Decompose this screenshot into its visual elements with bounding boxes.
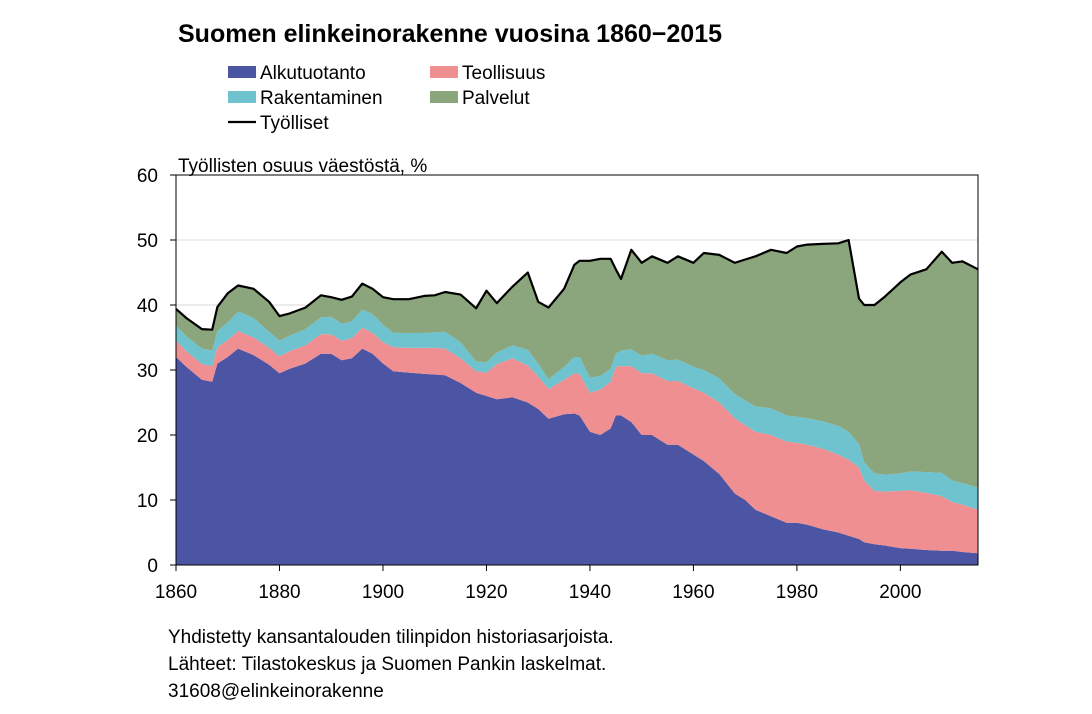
x-tick-label: 1880 [258, 582, 300, 603]
line-series-tyolliset [175, 238, 979, 331]
x-tick-label: 1980 [776, 582, 818, 603]
x-tick-label: 1960 [672, 582, 714, 603]
x-tick-label: 1900 [362, 582, 404, 603]
plot-area: 0 10 20 30 40 50 60 1860 1880 1900 1920 1940 1960 198… [137, 166, 979, 603]
y-tick-label: 50 [137, 231, 158, 252]
y-tick-label: 30 [137, 361, 158, 382]
area-series-palvelut [176, 240, 978, 488]
area-series-teollisuus [176, 327, 978, 554]
legend-swatch-alkutuotanto [228, 66, 256, 78]
area-series-rakentaminen [176, 309, 978, 510]
chart-title: Suomen elinkeinorakenne vuosina 1860−201… [178, 20, 722, 48]
legend-label-alkutuotanto: Alkutuotanto [260, 63, 366, 84]
x-tick-label: 1860 [155, 582, 197, 603]
footer-note: Yhdistetty kansantalouden tilinpidon his… [168, 627, 614, 648]
legend: Alkutuotanto Teollisuus Rakentaminen Palvel… [228, 63, 545, 134]
y-tick-label: 0 [147, 556, 158, 577]
x-tick-label: 1920 [465, 582, 507, 603]
footer-sources: Lähteet: Tilastokeskus ja Suomen Pankin … [168, 654, 607, 675]
legend-swatch-palvelut [430, 91, 458, 103]
legend-label-ty-lliset: Työlliset [260, 113, 329, 134]
y-axis-label: Työllisten osuus väestöstä, % [178, 156, 427, 177]
y-tick-label: 10 [137, 491, 158, 512]
y-tick-label: 20 [137, 426, 158, 447]
y-tick-label: 40 [137, 296, 158, 317]
legend-swatch-rakentaminen [228, 91, 256, 103]
legend-swatch-teollisuus [430, 66, 458, 78]
legend-label-teollisuus: Teollisuus [462, 63, 545, 84]
legend-label-palvelut: Palvelut [462, 88, 530, 109]
area-series-alkutuotanto [176, 348, 978, 565]
x-tick-label: 1940 [569, 582, 611, 603]
legend-label-rakentaminen: Rakentaminen [260, 88, 383, 109]
footer: Yhdistetty kansantalouden tilinpidon his… [168, 624, 614, 705]
x-tick-label: 2000 [879, 582, 921, 603]
footer-chart-id: 31608@elinkeinorakenne [168, 681, 384, 702]
y-tick-label: 60 [137, 166, 158, 187]
